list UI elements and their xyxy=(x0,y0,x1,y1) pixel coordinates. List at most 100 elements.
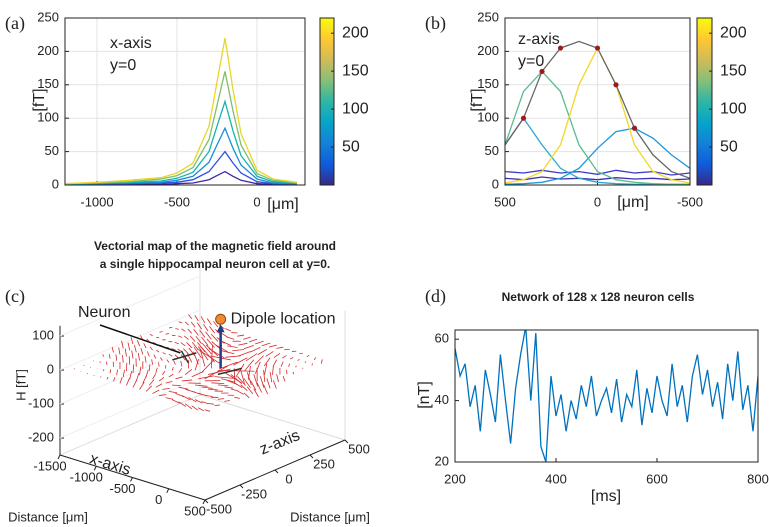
field-arrow xyxy=(206,318,212,326)
field-arrow xyxy=(194,358,200,371)
field-arrow xyxy=(118,347,121,355)
field-arrow xyxy=(162,370,166,376)
field-arrow xyxy=(128,356,131,365)
field-arrow xyxy=(244,359,255,372)
field-arrow xyxy=(292,371,295,375)
field-arrow xyxy=(171,366,174,371)
field-arrow xyxy=(250,380,257,391)
field-arrow xyxy=(158,362,160,367)
dipole-marker xyxy=(215,313,227,325)
x-tick-label: -500 xyxy=(164,194,190,209)
field-arrow xyxy=(142,375,147,384)
field-arrow xyxy=(181,328,186,332)
plot-marks xyxy=(455,330,758,462)
field-arrow xyxy=(175,328,179,330)
field-arrow xyxy=(175,393,185,398)
field-arrow xyxy=(217,369,255,372)
y-tick-label: 20 xyxy=(435,453,449,468)
field-arrow xyxy=(259,376,265,388)
annotation: y=0 xyxy=(110,57,136,74)
annotation: Neuron xyxy=(78,304,130,321)
field-arrow xyxy=(175,376,183,380)
field-arrow xyxy=(218,361,238,370)
field-arrow xyxy=(168,353,173,357)
field-arrow xyxy=(237,334,245,337)
field-arrow xyxy=(238,342,248,346)
field-arrow xyxy=(204,365,228,380)
plot-marks xyxy=(505,40,690,185)
field-arrow xyxy=(238,351,251,357)
x-tick-label: 0 xyxy=(155,492,162,507)
x-tick xyxy=(166,488,170,493)
field-arrow xyxy=(190,321,196,328)
field-arrow xyxy=(184,369,193,376)
field-arrow xyxy=(178,386,189,390)
field-arrow xyxy=(265,351,274,357)
colorbar xyxy=(319,17,335,186)
line xyxy=(65,99,298,185)
field-arrow xyxy=(272,380,277,389)
field-arrow xyxy=(280,361,284,367)
x-tick-label: -1000 xyxy=(80,194,113,209)
h-tick-label: -200 xyxy=(28,429,54,444)
y-tick-label: 50 xyxy=(45,143,59,158)
z-tick-label: -250 xyxy=(241,486,267,501)
field-arrow xyxy=(254,361,261,374)
field-arrow xyxy=(168,390,178,394)
field-arrow xyxy=(171,399,180,404)
x-tick-label: 500 xyxy=(184,503,206,518)
field-arrow xyxy=(116,369,118,376)
field-arrow xyxy=(132,379,138,388)
y-axis-label: z-axis xyxy=(257,427,302,458)
field-arrow xyxy=(148,364,151,371)
colorbar-tick-label: 50 xyxy=(720,138,738,155)
field-arrow xyxy=(189,335,196,342)
marker xyxy=(613,82,619,88)
z-tick xyxy=(204,499,209,504)
plot-frame xyxy=(454,329,759,463)
field-arrow xyxy=(140,347,144,355)
colorbar-tick-label: 150 xyxy=(342,62,369,79)
marker xyxy=(539,68,545,75)
field-arrow xyxy=(200,345,215,363)
field-arrow xyxy=(184,403,193,410)
field-arrow xyxy=(264,363,268,375)
plot-frame xyxy=(504,17,691,186)
field-arrow xyxy=(155,367,158,373)
x-tick xyxy=(202,499,206,505)
chart-title: Vectorial map of the magnetic field arou… xyxy=(94,239,336,253)
field-arrow xyxy=(184,321,189,326)
field-arrow xyxy=(235,363,245,378)
line xyxy=(505,176,690,181)
y-axis-label: [fT] xyxy=(31,88,48,111)
field-arrow xyxy=(195,335,202,344)
field-arrow xyxy=(248,338,258,343)
field-arrow xyxy=(288,363,291,367)
line xyxy=(505,70,690,185)
field-arrow xyxy=(108,354,111,359)
field-arrow xyxy=(122,369,125,378)
field-arrow xyxy=(188,347,196,357)
field-arrow xyxy=(152,389,160,394)
field-arrow xyxy=(194,399,203,404)
y-tick-label: 50 xyxy=(485,143,499,158)
colorbar-tick-label: 50 xyxy=(342,138,360,155)
field-arrow xyxy=(250,346,261,353)
colorbar-tick-label: 100 xyxy=(342,100,369,117)
field-arrow xyxy=(169,326,173,329)
z-tick xyxy=(239,484,244,489)
x-axis-label: [ms] xyxy=(591,488,621,505)
annotation: z-axis xyxy=(518,31,560,48)
field-arrow xyxy=(272,365,274,375)
field-arrow xyxy=(233,357,248,366)
field-arrow xyxy=(201,386,213,389)
field-arrow xyxy=(212,321,219,328)
field-arrow xyxy=(216,344,228,353)
field-arrow xyxy=(246,386,254,395)
field-arrow xyxy=(268,344,277,348)
field-arrow xyxy=(139,382,145,390)
field-arrow xyxy=(178,321,183,324)
field-arrow xyxy=(143,343,147,349)
field-arrow xyxy=(178,401,187,407)
field-arrow xyxy=(174,342,179,345)
